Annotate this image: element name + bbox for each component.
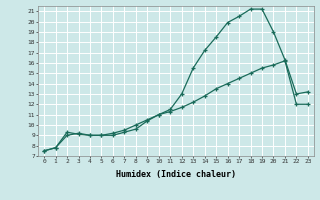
X-axis label: Humidex (Indice chaleur): Humidex (Indice chaleur) [116,170,236,179]
